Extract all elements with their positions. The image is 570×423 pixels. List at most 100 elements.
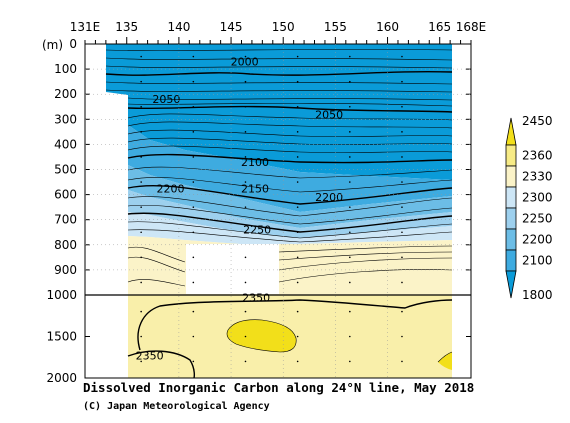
credit-text: (C) Japan Meteorological Agency: [83, 400, 270, 412]
contour-thin: [127, 145, 453, 153]
colorbar-label: 1800: [522, 288, 553, 302]
x-tick-label: 140: [167, 20, 190, 34]
sample-dot: [296, 231, 299, 234]
band-high-patch: [227, 319, 297, 352]
contour-label: 2200: [157, 182, 185, 195]
contour-thin: [127, 129, 453, 137]
x-tick-label: 168E: [456, 20, 487, 34]
y-tick-label: 1000: [46, 288, 77, 302]
sample-dot: [349, 281, 351, 284]
sample-dot: [244, 55, 247, 58]
contour-label: 2250: [243, 224, 271, 237]
sample-dot: [140, 131, 142, 133]
sample-dot: [349, 55, 351, 58]
sample-dot: [296, 310, 299, 313]
contour-thin: [278, 257, 453, 271]
colorbar-swatch: [505, 144, 517, 167]
sample-dot: [296, 131, 299, 133]
colorbar-swatch: [505, 228, 517, 251]
y-tick-label: 600: [54, 188, 77, 202]
y-axis: 0 100 200 300 400 500 600 700 800 900 1000 1500 2000: [46, 37, 471, 385]
x-tick-label: 160: [376, 20, 399, 34]
y-tick-label: 700: [54, 213, 77, 227]
sample-dot: [244, 256, 247, 259]
contour-thick-2350: [137, 299, 453, 351]
contour-label: 2150: [241, 182, 269, 195]
band-2100-2200: [128, 125, 452, 212]
sample-dot: [244, 206, 247, 208]
sample-dot: [192, 156, 195, 158]
contour-thin-patch-2: [437, 351, 453, 363]
sample-dot: [140, 181, 142, 183]
no-data-middle: [186, 244, 279, 294]
contour-label: 2000: [231, 56, 259, 69]
sample-dot: [349, 181, 351, 183]
contour-lines: [105, 49, 453, 378]
sample-dot: [296, 105, 299, 108]
contour-thin: [105, 89, 453, 93]
contour-thick: [127, 105, 453, 113]
contour-label: 2350: [242, 291, 270, 304]
sample-dot: [401, 156, 403, 158]
y-tick-label: 900: [54, 263, 77, 277]
contour-thin: [105, 65, 453, 69]
sample-dot: [192, 105, 195, 108]
contour-label: 2050: [152, 93, 180, 106]
band-high-patch-2: [438, 352, 452, 370]
contour-label: 2350: [136, 350, 164, 363]
sample-dot: [244, 156, 247, 158]
sample-dot: [296, 156, 299, 158]
colorbar-label: 2330: [522, 170, 553, 184]
sample-dot: [192, 256, 195, 259]
band-2250-2300: [128, 190, 452, 238]
chart-title: Dissolved Inorganic Carbon along 24°N li…: [83, 380, 474, 395]
y-tick-label: 800: [54, 238, 77, 252]
sample-dot: [349, 206, 351, 208]
x-tick-label: 131E: [70, 20, 101, 34]
sampling-points: [140, 55, 403, 363]
sample-dot: [192, 335, 195, 338]
no-data-left-deep: [85, 117, 128, 378]
sample-dot: [244, 335, 247, 338]
sample-dot: [349, 231, 351, 234]
contour-label: 2200: [315, 191, 343, 204]
sample-dot: [401, 335, 403, 338]
colorbar-swatch: [505, 207, 517, 230]
x-tick-label: 150: [272, 20, 295, 34]
sample-dot: [296, 55, 299, 58]
contour-thick: [105, 70, 453, 76]
colorbar-label: 2100: [522, 254, 553, 268]
sample-dot: [244, 181, 247, 183]
sample-dot: [140, 156, 142, 158]
contour-thin: [127, 121, 453, 129]
contour-thin: [105, 81, 453, 85]
colorbar-swatch-bottom: [505, 270, 517, 299]
contour-thin: [105, 49, 453, 51]
sample-dot: [296, 80, 299, 83]
band-lt-2100: [106, 44, 452, 180]
sample-dot: [401, 281, 403, 284]
sample-dot: [401, 131, 403, 133]
contour-label: 2050: [315, 108, 343, 121]
sample-dot: [192, 206, 195, 208]
sample-dot: [296, 256, 299, 259]
y-tick-label: 0: [69, 37, 77, 51]
sample-dot: [244, 80, 247, 83]
colorbar-label: 2300: [522, 191, 553, 205]
sample-dot: [192, 281, 195, 284]
sample-dot: [401, 231, 403, 234]
y-tick-label: 500: [54, 163, 77, 177]
sample-dot: [192, 310, 195, 313]
sample-dot: [296, 360, 299, 363]
contour-thin: [278, 245, 453, 253]
sample-dot: [244, 231, 247, 234]
sample-dot: [401, 105, 403, 108]
contour-thin: [127, 113, 453, 121]
sample-dot: [140, 360, 142, 363]
colorbar-label: 2200: [522, 233, 553, 247]
sample-dot: [192, 360, 195, 363]
sample-dot: [296, 281, 299, 284]
sample-dot: [140, 206, 142, 208]
contour-thin: [127, 177, 453, 193]
